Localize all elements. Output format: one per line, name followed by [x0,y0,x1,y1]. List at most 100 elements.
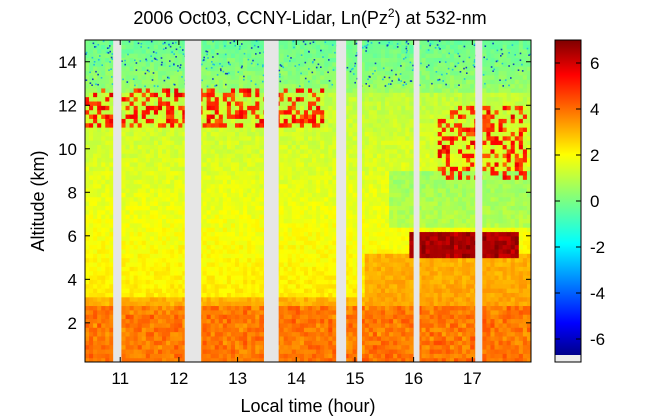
heatmap-cell [157,105,163,111]
heatmap-cell [121,253,127,259]
heatmap-cell [174,327,179,333]
heatmap-cell [214,105,220,111]
heatmap-cell [279,113,285,119]
heatmap-cell [251,248,256,254]
heatmap-cell [141,305,147,311]
heatmap-cell [178,222,183,228]
heatmap-cell [226,314,232,320]
heatmap-cell [214,218,220,224]
heatmap-cell [226,66,232,72]
heatmap-cell [235,301,240,307]
heatmap-cell [121,314,127,320]
heatmap-cell [101,283,106,289]
heatmap-cell [129,222,135,228]
heatmap-cell [312,283,317,289]
heatmap-cell [85,257,90,263]
heatmap-cell [125,227,131,233]
heatmap-cell [178,261,183,267]
heatmap-cell [166,283,171,289]
heatmap-cell [153,48,159,54]
heatmap-cell [218,74,224,80]
heatmap-cell [202,331,208,337]
heatmap-cell [141,66,147,72]
heatmap-cell [348,209,354,215]
heatmap-cell [133,322,139,328]
heatmap-cell [279,309,285,315]
heatmap-cell [348,118,354,124]
heatmap-cell [141,100,147,106]
heatmap-cell [157,248,163,254]
heatmap-cell [93,92,98,98]
heatmap-cell [145,318,151,324]
heatmap-cell [316,266,321,272]
heatmap-cell [174,66,179,72]
heatmap-cell [109,148,114,154]
heatmap-cell [324,109,329,115]
heatmap-cell [93,227,98,233]
heatmap-cell [149,148,155,154]
heatmap-cell [226,153,232,159]
heatmap-cell [352,70,358,76]
heatmap-cell [279,205,285,211]
heatmap-cell [316,214,321,219]
heatmap-cell [255,179,260,185]
heatmap-cell [182,227,187,233]
heatmap-cell [121,274,127,280]
heatmap-cell [230,70,236,76]
heatmap-cell [105,231,110,237]
heatmap-cell [239,257,244,263]
heatmap-cell [230,179,236,185]
heatmap-cell [348,44,354,50]
heatmap-cell [109,40,114,45]
heatmap-cell [344,248,350,254]
heatmap-cell [222,248,228,254]
heatmap-cell [291,170,297,176]
heatmap-cell [291,340,297,346]
heatmap-cell [352,214,358,219]
heatmap-cell [145,44,151,50]
heatmap-cell [101,340,106,346]
heatmap-cell [344,61,350,67]
heatmap-cell [251,231,256,237]
heatmap-cell [222,144,228,150]
heatmap-cell [283,266,289,272]
heatmap-cell [279,53,285,58]
heatmap-cell [125,118,131,124]
heatmap-cell [316,222,321,228]
heatmap-cell [352,183,358,189]
heatmap-cell [170,113,175,119]
heatmap-cell [170,79,175,85]
heatmap-cell [210,196,216,202]
heatmap-cell [239,305,244,311]
heatmap-cell [283,61,289,67]
heatmap-cell [295,209,301,215]
heatmap-cell [316,314,321,320]
heatmap-cell [170,296,175,302]
heatmap-cell [214,179,220,185]
heatmap-cell [157,340,163,346]
heatmap-cell [182,318,187,324]
heatmap-cell [125,157,131,163]
heatmap-cell [218,301,224,307]
heatmap-cell [320,79,325,85]
heatmap-cell [218,227,224,233]
heatmap-cell [259,257,264,263]
heatmap-cell [85,214,90,219]
heatmap-cell [259,144,264,150]
heatmap-cell [344,227,350,233]
heatmap-cell [303,48,309,54]
heatmap-cell [125,261,131,267]
heatmap-cell [235,113,240,119]
heatmap-cell [162,192,167,198]
heatmap-cell [202,196,208,202]
heatmap-cell [328,261,333,267]
heatmap-cell [125,187,131,193]
heatmap-cell [332,244,337,250]
heatmap-cell [230,292,236,298]
heatmap-cell [303,253,309,259]
heatmap-cell [324,170,329,176]
heatmap-cell [214,135,220,141]
heatmap-cell [182,305,187,311]
heatmap-cell [259,153,264,159]
heatmap-cell [121,166,127,172]
